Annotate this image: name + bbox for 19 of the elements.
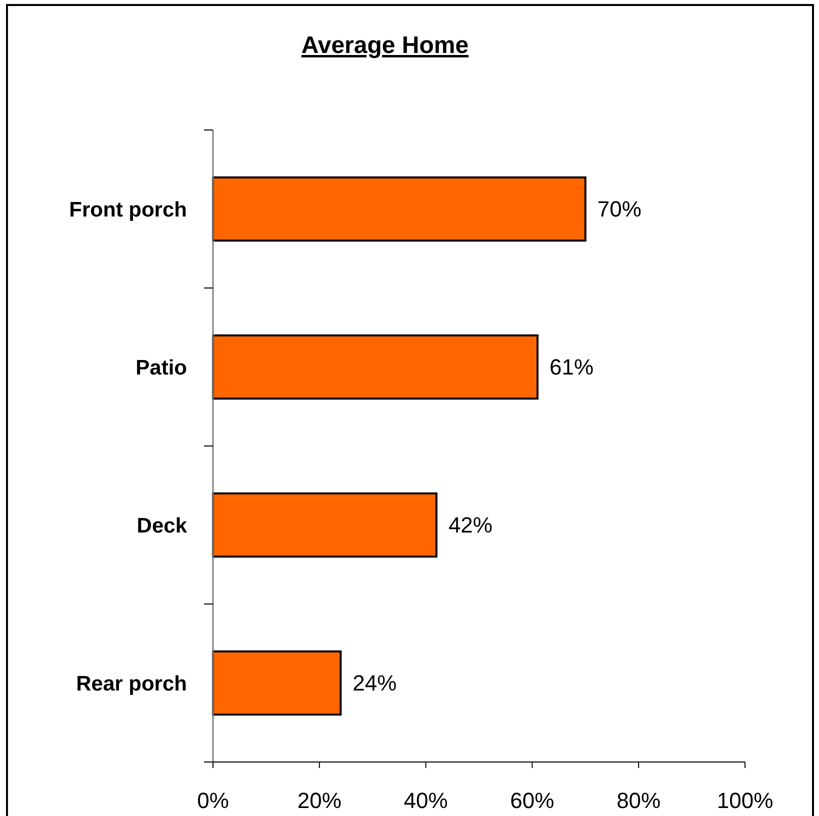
x-tick-label: 100% [716,788,774,813]
x-tick-label: 80% [616,788,661,813]
bar [212,492,438,558]
data-label: 70% [597,196,642,222]
bar [212,176,586,242]
data-label: 61% [550,354,594,380]
y-tick-label: Deck [136,514,188,538]
data-label: 42% [448,512,492,538]
x-tick-label: 0% [197,788,229,813]
x-tick-label: 40% [404,788,448,813]
bar [212,334,539,400]
chart-title: Average Home [301,32,469,59]
data-label: 24% [352,670,397,696]
y-tick-label: Front porch [69,198,187,222]
bar [212,650,342,716]
y-tick-label: Patio [136,356,187,380]
y-tick-label: Rear porch [76,672,187,696]
x-tick-label: 20% [297,788,342,813]
x-tick-label: 60% [510,788,554,813]
